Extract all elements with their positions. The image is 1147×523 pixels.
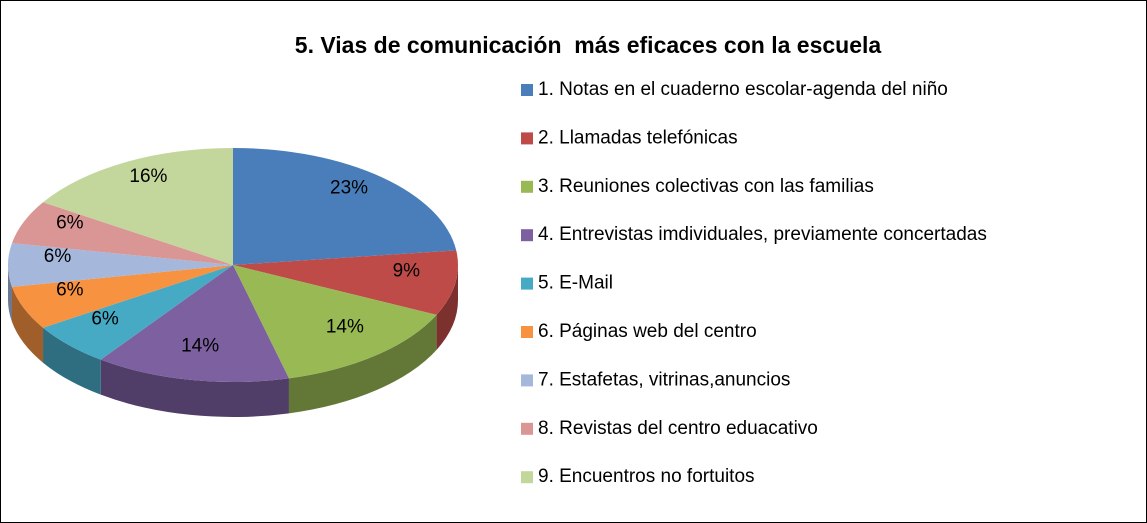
slice (43, 265, 234, 360)
slice-side (8, 265, 12, 322)
legend-label: 4. Entrevistas imdividuales, previamente… (538, 224, 987, 245)
legend-swatch (521, 374, 533, 387)
legend-swatch (521, 132, 533, 145)
legend-label: 5. E-Mail (538, 273, 613, 294)
data-label: 6% (56, 212, 84, 233)
slice (233, 265, 437, 379)
slice (8, 243, 234, 287)
legend-label: 8. Revistas del centro eduacativo (538, 418, 818, 439)
data-label: 14% (326, 316, 364, 337)
legend-swatch (521, 229, 533, 242)
slice-side (43, 327, 101, 395)
data-label: 14% (181, 336, 219, 357)
slice (233, 148, 457, 265)
legend-swatch (521, 180, 533, 193)
data-label: 23% (330, 178, 368, 199)
slice (43, 148, 234, 265)
legend-swatch (521, 326, 533, 338)
legend-label: 6. Páginas web del centro (538, 321, 757, 342)
legend-swatch (521, 422, 533, 435)
slice (233, 250, 458, 315)
slice (11, 265, 234, 328)
legend-label: 9. Encuentros no fortuitos (538, 466, 755, 487)
legend-label: 3. Reuniones colectivas con las familias (538, 176, 874, 197)
legend-swatch (521, 471, 533, 484)
legend-label: 7. Estafetas, vitrinas,anuncios (538, 369, 790, 390)
data-label: 6% (44, 246, 72, 267)
slice-side (436, 265, 458, 350)
slice-side (288, 314, 437, 414)
data-label: 6% (56, 280, 84, 301)
slice (11, 202, 234, 265)
legend-swatch (521, 84, 533, 96)
legend-label: 2. Llamadas telefónicas (538, 127, 738, 148)
slice (100, 265, 289, 383)
data-label: 16% (129, 166, 167, 187)
data-label: 6% (91, 308, 119, 329)
legend-swatch (521, 277, 533, 290)
data-label: 9% (393, 260, 421, 281)
slice-side (11, 286, 44, 363)
legend-label: 1. Notas en el cuaderno escolar-agenda d… (538, 79, 948, 100)
slice-side (100, 359, 289, 417)
chart-title: 5. Vias de comunicación más eficaces con… (295, 32, 882, 58)
